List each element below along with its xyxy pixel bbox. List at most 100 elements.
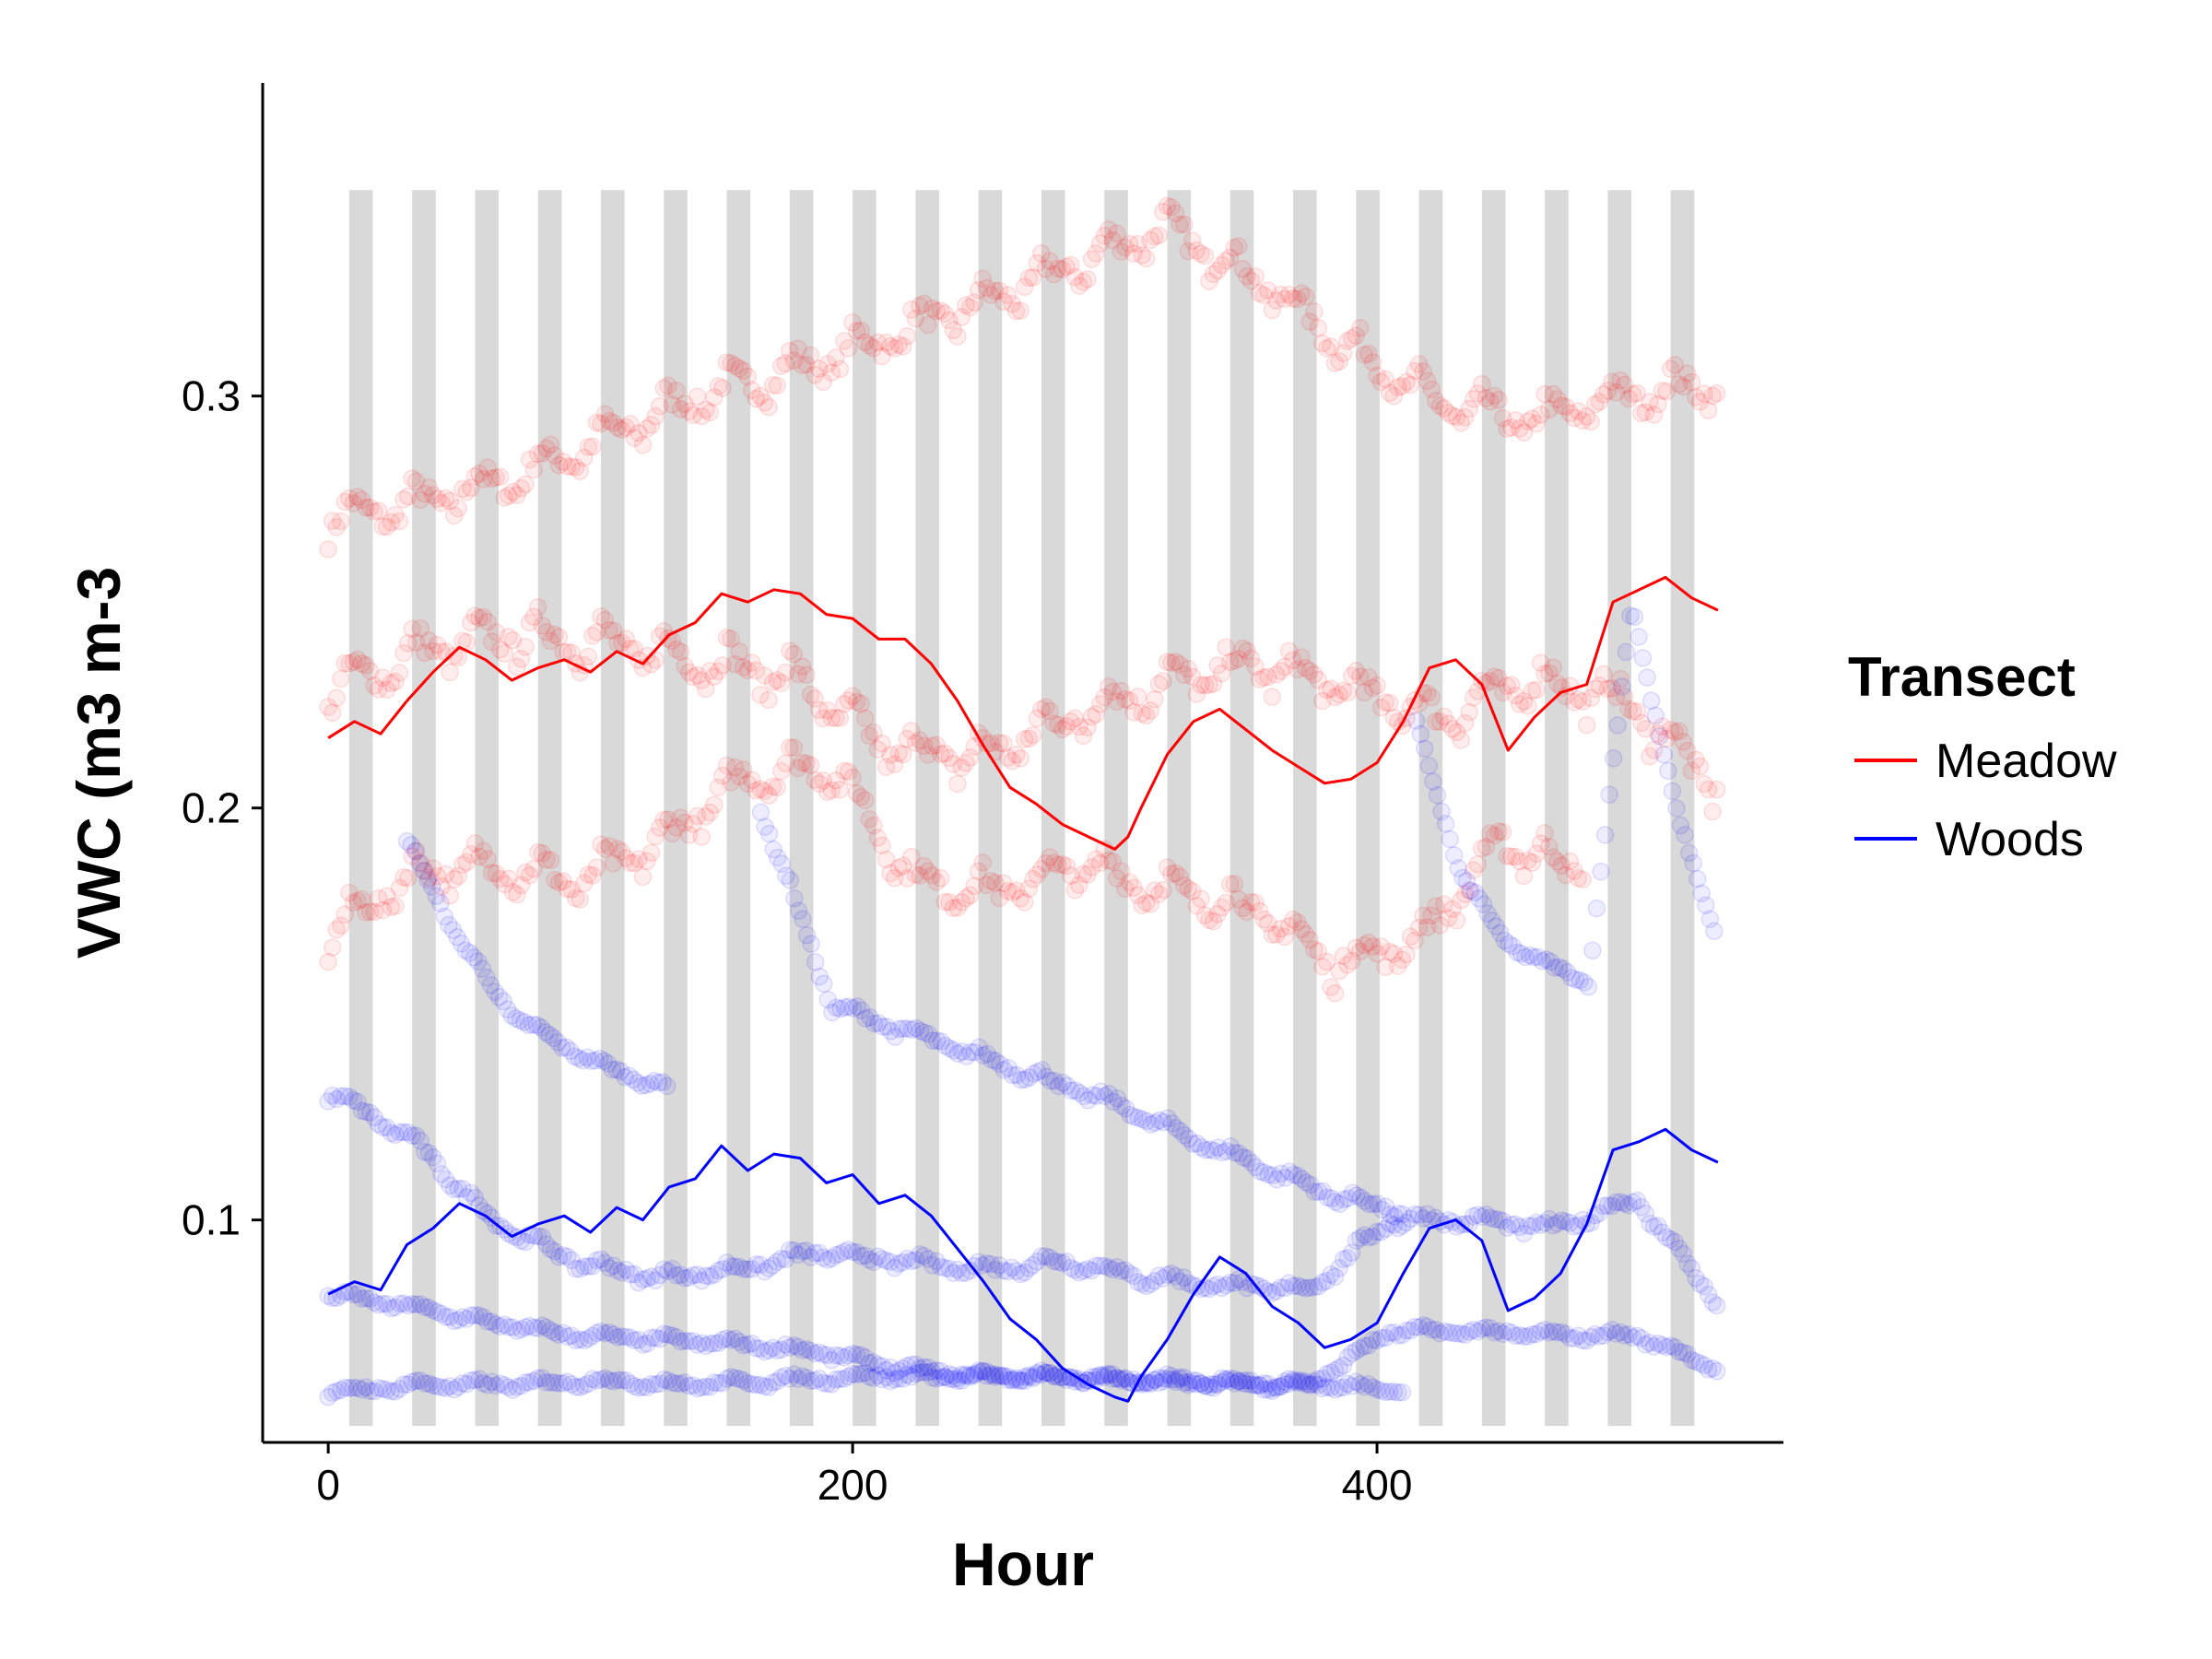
data-point: [998, 882, 1018, 900]
data-point: [1539, 400, 1559, 419]
data-point: [441, 663, 459, 682]
data-point: [1452, 890, 1470, 910]
data-point: [1455, 885, 1475, 903]
data-point: [1116, 238, 1135, 257]
data-point: [667, 382, 686, 400]
data-point: [1217, 638, 1235, 656]
night-band-11: [978, 190, 1003, 1427]
data-point: [1439, 909, 1458, 927]
data-point: [1644, 406, 1664, 424]
data-point: [994, 292, 1013, 312]
data-point: [545, 1029, 563, 1048]
data-point: [397, 832, 417, 851]
data-point: [827, 709, 845, 727]
data-point: [755, 666, 774, 685]
data-point: [835, 998, 854, 1017]
data-point: [986, 281, 1005, 300]
data-point: [843, 687, 862, 705]
data-point: [1641, 747, 1659, 766]
data-point: [1220, 248, 1240, 267]
data-point: [1665, 723, 1684, 742]
data-point: [1246, 267, 1265, 286]
data-point: [1351, 319, 1370, 337]
data-point: [373, 668, 393, 688]
data-point: [386, 672, 405, 691]
data-point: [332, 916, 350, 935]
data-point: [1263, 300, 1282, 320]
data-point: [1380, 694, 1399, 712]
data-point: [948, 774, 967, 794]
data-point: [789, 901, 808, 920]
data-point: [394, 490, 413, 509]
data-point: [1300, 662, 1319, 680]
data-point: [352, 654, 371, 673]
data-point: [1611, 669, 1630, 688]
data-point: [902, 300, 921, 319]
data-point: [1128, 688, 1147, 706]
data-point: [1133, 896, 1151, 915]
data-point: [416, 862, 434, 880]
data-point: [390, 878, 409, 898]
data-point: [1007, 1065, 1026, 1085]
data-point: [759, 690, 778, 710]
data-point: [1032, 700, 1051, 719]
data-point: [443, 921, 463, 939]
x-tick-label: 200: [818, 1461, 888, 1509]
data-point: [1183, 231, 1202, 251]
data-point: [1230, 650, 1248, 668]
data-point: [1313, 334, 1332, 353]
data-point: [725, 758, 745, 777]
data-point: [1309, 318, 1328, 337]
data-point: [1619, 700, 1638, 719]
data-point: [960, 886, 980, 905]
data-point: [730, 767, 748, 786]
data-point: [460, 944, 479, 962]
data-point: [398, 634, 418, 653]
data-point: [1623, 385, 1642, 404]
data-point: [919, 315, 937, 335]
data-point: [1028, 709, 1047, 728]
data-point: [1020, 1068, 1039, 1087]
data-point: [940, 748, 959, 768]
data-point: [431, 894, 450, 912]
data-point: [535, 1023, 555, 1041]
data-point: [394, 643, 413, 663]
night-band-14: [1167, 190, 1192, 1427]
data-point: [503, 483, 523, 501]
data-point: [549, 455, 569, 475]
data-point: [495, 875, 514, 894]
data-point: [801, 685, 820, 704]
data-point: [936, 1037, 955, 1055]
data-point: [944, 321, 963, 340]
data-point: [751, 780, 770, 798]
data-point: [1506, 686, 1525, 705]
data-point: [1422, 688, 1441, 707]
data-point: [898, 730, 917, 748]
data-point: [801, 346, 820, 365]
data-point: [369, 888, 388, 908]
data-point: [1032, 1061, 1052, 1079]
data-point: [1313, 691, 1332, 711]
data-point: [520, 450, 539, 469]
data-point: [797, 665, 816, 685]
data-point: [764, 840, 782, 859]
data-point: [398, 868, 418, 888]
data-point: [1409, 918, 1429, 937]
data-point: [747, 389, 766, 408]
data-point: [1057, 856, 1076, 876]
data-point: [1099, 851, 1118, 870]
data-point: [1053, 260, 1072, 279]
data-point: [889, 858, 908, 877]
data-point: [1699, 401, 1718, 420]
data-point: [944, 899, 963, 917]
data-point: [1384, 387, 1404, 406]
data-point: [1292, 284, 1311, 302]
data-point: [899, 1019, 917, 1038]
data-point: [1464, 688, 1483, 707]
data-point: [348, 891, 367, 911]
data-point: [1208, 261, 1227, 280]
data-point: [1414, 362, 1432, 381]
data-point: [827, 771, 845, 790]
point-trace-meadow-2: [319, 598, 1726, 821]
data-point: [1053, 855, 1072, 874]
